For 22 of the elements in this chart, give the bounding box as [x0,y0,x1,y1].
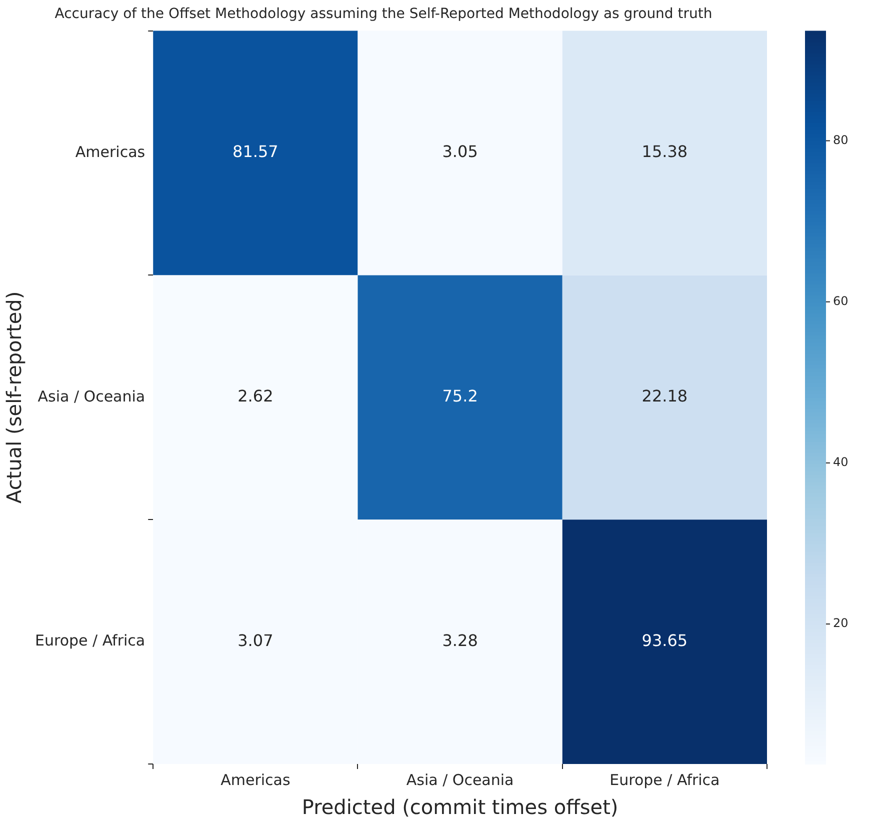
data-label: 75.2 [442,386,478,406]
data-label: 2.62 [238,386,274,406]
color-bar-label: 60 [833,294,848,308]
y-tick-label: Asia / Oceania [38,387,146,406]
y-tick-label: Europe / Africa [34,632,146,650]
chart-title: Accuracy of the Offset Methodology assuming the Self-Reported Methodology as ground truth [54,6,712,22]
color-bar-label: 40 [833,455,848,470]
data-label: 15.38 [642,142,688,162]
data-label: 81.57 [232,142,278,162]
data-label: 3.28 [442,630,478,650]
y-tick-label: Americas [75,142,146,161]
data-label: 3.07 [238,630,274,650]
x-tick-label: Asia / Oceania [406,770,514,789]
x-tick-label: Europe / Africa [610,770,720,789]
data-label: 3.05 [442,142,478,162]
color-bar-label: 80 [833,132,848,147]
x-axis-title: Predicted (commit times offset) [302,795,618,820]
data-label: 22.18 [642,386,688,406]
color-bar-label: 20 [833,616,848,630]
x-tick-label: Americas [220,770,290,789]
data-label: 93.65 [642,630,688,650]
y-axis-title: Actual (self-reported) [2,291,26,504]
